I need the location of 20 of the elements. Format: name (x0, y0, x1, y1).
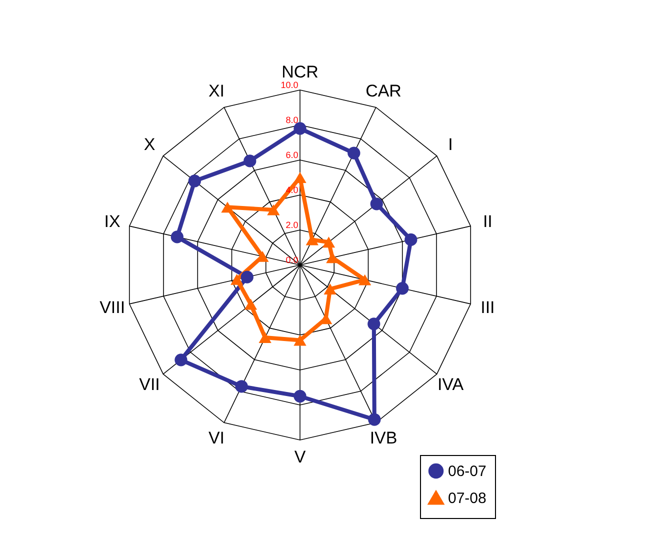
y-tick-label: 8.0 (286, 115, 298, 125)
spoke-label: III (480, 298, 495, 317)
spoke-label: X (144, 134, 156, 154)
spoke-label: VIII (100, 298, 126, 317)
spoke-label: XI (208, 82, 225, 101)
spoke-label: IX (104, 212, 120, 232)
spoke-label: II (482, 212, 492, 232)
y-tick-label: 10.0 (280, 80, 298, 90)
spoke-label: IVA (437, 375, 464, 394)
spoke-label: VII (139, 375, 160, 394)
legend-label: 07-08 (448, 490, 486, 507)
legend-label: 06-07 (448, 463, 486, 480)
y-tick-label: 2.0 (286, 220, 298, 230)
spoke-label: NCR (282, 62, 318, 82)
spoke-label: VI (208, 428, 225, 448)
y-tick-label: 6.0 (286, 150, 298, 160)
spoke-label: IVB (370, 428, 398, 448)
spoke-label: V (294, 448, 306, 466)
spoke-label: I (448, 134, 453, 154)
spoke-label: CAR (366, 82, 402, 101)
